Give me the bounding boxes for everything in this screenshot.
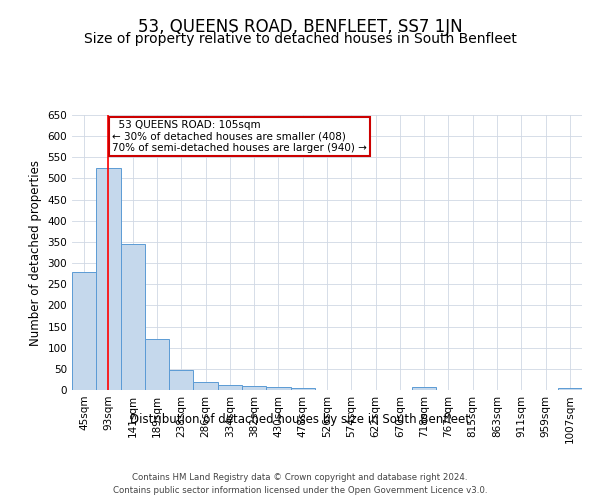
Text: Size of property relative to detached houses in South Benfleet: Size of property relative to detached ho… — [83, 32, 517, 46]
Bar — [169, 370, 193, 390]
Bar — [72, 272, 96, 390]
Text: Distribution of detached houses by size in South Benfleet: Distribution of detached houses by size … — [130, 412, 470, 426]
Bar — [290, 388, 315, 390]
Y-axis label: Number of detached properties: Number of detached properties — [29, 160, 42, 346]
Bar — [121, 244, 145, 390]
Text: 53, QUEENS ROAD, BENFLEET, SS7 1JN: 53, QUEENS ROAD, BENFLEET, SS7 1JN — [137, 18, 463, 36]
Text: 53 QUEENS ROAD: 105sqm
← 30% of detached houses are smaller (408)
70% of semi-de: 53 QUEENS ROAD: 105sqm ← 30% of detached… — [112, 120, 367, 154]
Bar — [558, 388, 582, 390]
Text: Contains HM Land Registry data © Crown copyright and database right 2024.: Contains HM Land Registry data © Crown c… — [132, 472, 468, 482]
Bar — [242, 386, 266, 390]
Bar — [145, 339, 169, 390]
Bar — [412, 388, 436, 390]
Bar — [96, 168, 121, 390]
Bar — [266, 387, 290, 390]
Bar — [218, 384, 242, 390]
Bar — [193, 382, 218, 390]
Text: Contains public sector information licensed under the Open Government Licence v3: Contains public sector information licen… — [113, 486, 487, 495]
